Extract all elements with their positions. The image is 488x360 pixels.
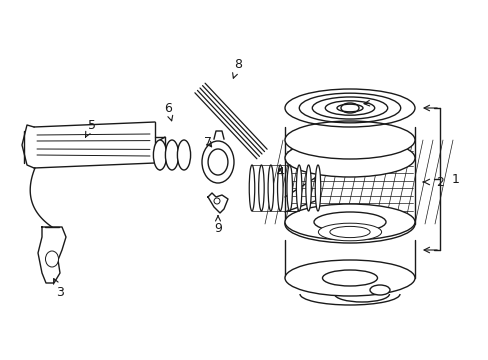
Ellipse shape: [153, 140, 166, 170]
Ellipse shape: [286, 165, 292, 211]
Text: 6: 6: [164, 102, 172, 121]
Text: 1: 1: [451, 172, 459, 185]
Ellipse shape: [202, 141, 234, 183]
Text: 2: 2: [435, 176, 443, 189]
Text: 9: 9: [214, 216, 222, 234]
Ellipse shape: [285, 139, 414, 177]
Text: 8: 8: [232, 58, 242, 78]
Ellipse shape: [208, 149, 227, 175]
Ellipse shape: [258, 165, 264, 211]
Text: 5: 5: [85, 118, 96, 137]
Ellipse shape: [285, 260, 414, 296]
Ellipse shape: [45, 251, 59, 267]
Text: 3: 3: [54, 279, 64, 298]
Ellipse shape: [214, 198, 220, 204]
Ellipse shape: [318, 223, 381, 241]
Text: 7: 7: [203, 135, 212, 149]
Ellipse shape: [322, 270, 377, 286]
Ellipse shape: [369, 285, 389, 295]
Ellipse shape: [267, 165, 273, 211]
Ellipse shape: [315, 165, 320, 211]
Ellipse shape: [249, 165, 254, 211]
Ellipse shape: [313, 212, 385, 232]
Ellipse shape: [305, 165, 311, 211]
Ellipse shape: [165, 140, 178, 170]
Ellipse shape: [285, 205, 414, 243]
Text: 4: 4: [276, 166, 284, 179]
Ellipse shape: [277, 165, 283, 211]
Ellipse shape: [296, 165, 301, 211]
Ellipse shape: [329, 226, 369, 238]
Ellipse shape: [177, 140, 190, 170]
Ellipse shape: [285, 204, 414, 240]
Ellipse shape: [285, 121, 414, 159]
